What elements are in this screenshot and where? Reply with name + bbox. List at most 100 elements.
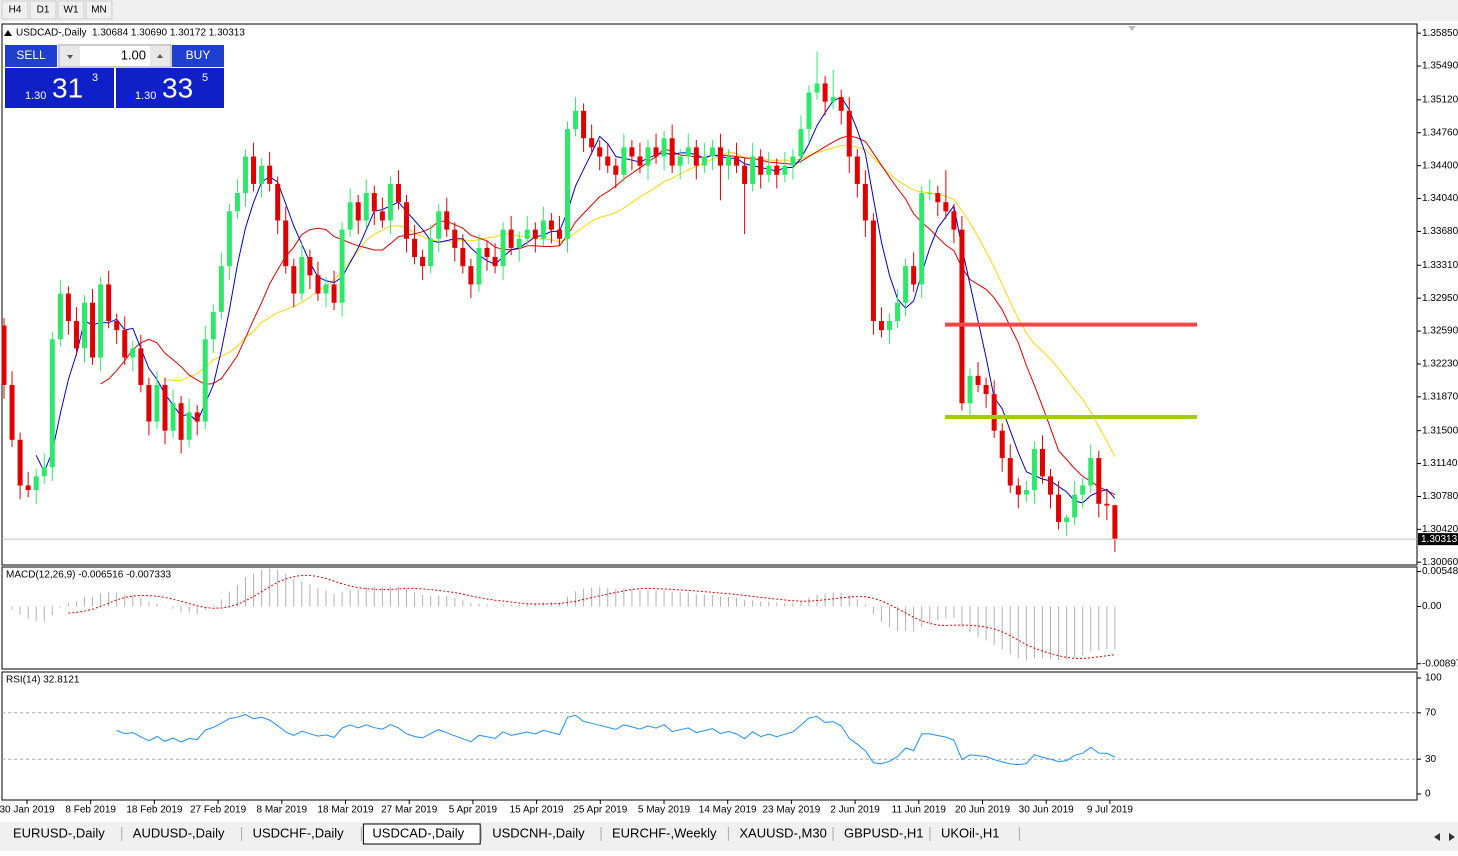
candle-body — [299, 257, 305, 294]
candle-body — [645, 147, 651, 166]
sell-button[interactable] — [5, 45, 57, 67]
candle-body — [854, 156, 860, 184]
candle-body — [412, 238, 418, 258]
candle-body — [1039, 448, 1045, 477]
candle-body — [951, 211, 957, 230]
ask-pips: 33 — [162, 72, 193, 103]
buy-button[interactable] — [172, 45, 224, 67]
candle-body — [259, 165, 265, 184]
timeframe-label: MN — [91, 5, 107, 16]
x-tick-label: 30 Jan 2019 — [0, 805, 55, 816]
candle-body — [693, 147, 699, 166]
candle-body — [742, 165, 748, 184]
y-tick-label: 1.30060 — [1422, 557, 1458, 568]
tab-scroll-right[interactable] — [1449, 833, 1455, 841]
rsi-label: RSI(14) 32.8121 — [6, 675, 80, 686]
candle-body — [790, 156, 796, 166]
candle-body — [1015, 485, 1021, 495]
tab[interactable] — [835, 824, 929, 844]
candle-body — [903, 266, 909, 303]
tab[interactable] — [362, 823, 481, 845]
candle-body — [613, 165, 619, 175]
timeframe-button[interactable] — [57, 0, 85, 20]
x-tick-label: 15 Apr 2019 — [510, 805, 564, 816]
candle-body — [267, 165, 273, 184]
tab[interactable] — [603, 824, 728, 844]
candle-body — [750, 156, 756, 184]
tab-scroll-left[interactable] — [1434, 833, 1440, 841]
lot-up-icon — [157, 54, 163, 58]
candle-body — [33, 476, 39, 491]
price-label-box — [1418, 533, 1458, 546]
candle-body — [565, 129, 570, 239]
macd-label: MACD(12,26,9) -0.006516 -0.007333 — [6, 570, 172, 581]
candle-body — [339, 229, 345, 303]
candle-body — [114, 321, 120, 331]
candle-body — [323, 284, 329, 294]
tab-label: GBPUSD-,H1 — [844, 825, 923, 840]
candle-body — [98, 284, 104, 358]
x-tick-label: 5 Apr 2019 — [449, 805, 498, 816]
candle-body — [589, 138, 595, 148]
price-label: 1.30313 — [1421, 534, 1458, 545]
y-tick-label: 1.33680 — [1422, 226, 1458, 237]
tab-label: USDCNH-,Daily — [492, 825, 585, 840]
candle-body — [991, 394, 997, 431]
candle-body — [186, 412, 192, 440]
candle-body — [975, 375, 981, 385]
x-tick-label: 23 May 2019 — [762, 805, 820, 816]
candle-body — [41, 467, 47, 477]
y-tick-label: 1.32230 — [1422, 359, 1458, 370]
y-tick-label: 1.31140 — [1422, 458, 1458, 469]
ask-box[interactable] — [116, 68, 224, 108]
candle-body — [363, 193, 369, 221]
trade-panel: SELL 1.00 BUY 1.30 31 3 1.30 33 5 — [5, 44, 224, 108]
timeframe-button[interactable] — [85, 0, 113, 20]
candle-body — [766, 165, 772, 175]
timeframe-button[interactable] — [29, 0, 57, 20]
tab[interactable] — [4, 824, 121, 844]
tab[interactable] — [483, 824, 600, 844]
tab[interactable] — [243, 824, 361, 844]
tab-bar — [0, 822, 1458, 851]
candle-body — [701, 156, 707, 166]
candle-body — [395, 183, 401, 203]
candle-body — [436, 211, 442, 239]
candle-body — [935, 193, 941, 203]
candle-body — [806, 92, 812, 130]
tab[interactable] — [932, 824, 1019, 844]
tab[interactable] — [730, 824, 832, 844]
ask-fraction: 5 — [202, 72, 208, 84]
candle-body — [170, 403, 176, 431]
candle-body — [661, 138, 667, 157]
bid-box[interactable] — [5, 68, 114, 108]
tabs: EURUSD-,Daily AUDUSD-,Daily USDCHF-,Daily U… — [4, 823, 1020, 845]
candle-body — [734, 156, 740, 166]
candle-body — [73, 321, 79, 349]
candle-body — [1096, 458, 1102, 504]
candle-body — [653, 147, 659, 157]
moving-average — [100, 135, 1116, 496]
candle-body — [492, 257, 498, 267]
candle-body — [605, 156, 611, 166]
candle-body — [532, 229, 538, 239]
y-tick-label: 1.32590 — [1422, 326, 1458, 337]
tab-label: EURUSD-,Daily — [13, 825, 105, 840]
timeframe-button[interactable] — [1, 0, 29, 20]
candle-body — [218, 266, 224, 312]
lot-input[interactable] — [58, 44, 172, 68]
x-tick-label: 11 Jun 2019 — [892, 805, 947, 816]
candle-body — [629, 147, 635, 157]
y-tick-label: 1.31500 — [1422, 425, 1458, 436]
rsi-tick-label: 30 — [1425, 754, 1437, 765]
macd-tick-label: 0.00 — [1422, 601, 1442, 612]
tab-label: USDCHF-,Daily — [253, 825, 345, 840]
candle-body — [178, 403, 184, 440]
quote: 1.30684 1.30690 1.30172 1.30313 — [92, 28, 245, 39]
candle-body — [999, 430, 1005, 459]
candle-body — [331, 284, 337, 303]
candle-body — [1007, 458, 1013, 486]
x-tick-label: 20 Jun 2019 — [955, 805, 1010, 816]
tab[interactable] — [123, 824, 241, 844]
candle-body — [275, 183, 281, 221]
